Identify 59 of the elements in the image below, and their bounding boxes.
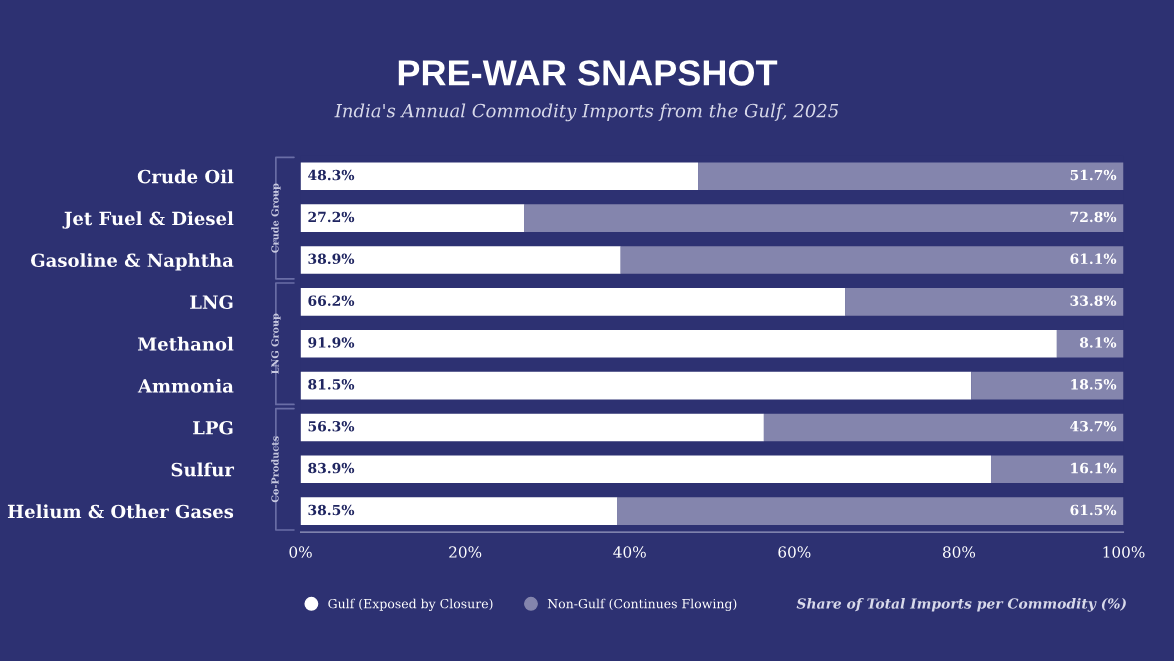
data-label: 48.3% — [308, 169, 355, 181]
bar — [763, 413, 1124, 442]
y-tick-label: Helium & Other Gases — [7, 504, 234, 519]
y-tick-label: LPG — [193, 420, 233, 435]
data-label: 27.2% — [308, 211, 355, 223]
data-label: 16.1% — [1071, 462, 1117, 474]
bar — [300, 162, 699, 191]
x-axis-title: Share of Total Imports per Commodity (%) — [796, 598, 1126, 612]
text: Crude Group — [271, 183, 281, 253]
bar — [698, 162, 1124, 191]
data-label: 81.5% — [308, 379, 355, 390]
y-tick-label: Sulfur — [171, 462, 235, 477]
bar — [300, 497, 618, 525]
y-tick-label: Methanol — [137, 336, 234, 351]
y-tick-label: Jet Fuel & Diesel — [62, 211, 234, 229]
y-tick-label: Crude Oil — [137, 169, 234, 184]
data-label: 66.2% — [308, 295, 355, 306]
bar — [300, 288, 846, 316]
y-tick-label: Ammonia — [137, 378, 234, 393]
x-tick-label: 80% — [942, 546, 976, 558]
bar — [1056, 329, 1124, 358]
chart-title: PRE-WAR SNAPSHOT — [398, 60, 778, 86]
bar — [300, 455, 992, 484]
x-tick-label: 20% — [449, 546, 482, 558]
legend-label: Non-Gulf (Continues Flowing) — [547, 598, 737, 611]
bar — [300, 371, 972, 400]
data-label: 91.9% — [308, 337, 355, 348]
bar — [300, 329, 1057, 358]
data-label: 61.5% — [1070, 504, 1117, 516]
text: Co-Products — [271, 436, 279, 503]
bar — [845, 288, 1124, 316]
x-tick-label: 100% — [1103, 546, 1145, 558]
bar — [620, 246, 1124, 274]
x-tick-label: 0% — [289, 546, 312, 558]
data-label: 8.1% — [1079, 337, 1117, 348]
data-label: 56.3% — [308, 420, 355, 432]
chart-subtitle: India's Annual Commodity Imports from the Gulf, 2025 — [334, 103, 839, 122]
bar — [300, 413, 764, 442]
data-label: 38.9% — [308, 253, 355, 265]
bar — [300, 204, 525, 232]
legend-label: Gulf (Exposed by Closure) — [328, 598, 493, 611]
data-label: 61.1% — [1070, 253, 1117, 265]
data-label: 83.9% — [308, 462, 355, 474]
y-tick-label: Gasoline & Naphtha — [30, 253, 234, 271]
data-label: 18.5% — [1071, 379, 1117, 390]
data-label: 43.7% — [1070, 420, 1117, 432]
bar — [300, 246, 621, 274]
bar — [524, 204, 1124, 232]
x-tick-label: 60% — [778, 546, 811, 558]
bar — [991, 455, 1124, 484]
data-label: 38.5% — [308, 504, 355, 516]
y-tick-label: LNG — [190, 295, 233, 309]
bar — [971, 371, 1124, 400]
x-tick-label: 40% — [613, 546, 646, 558]
data-label: 51.7% — [1070, 169, 1117, 181]
data-label: 33.8% — [1070, 295, 1117, 306]
bar — [617, 497, 1124, 525]
text: LNG Group — [271, 313, 281, 374]
data-label: 72.8% — [1070, 211, 1117, 223]
